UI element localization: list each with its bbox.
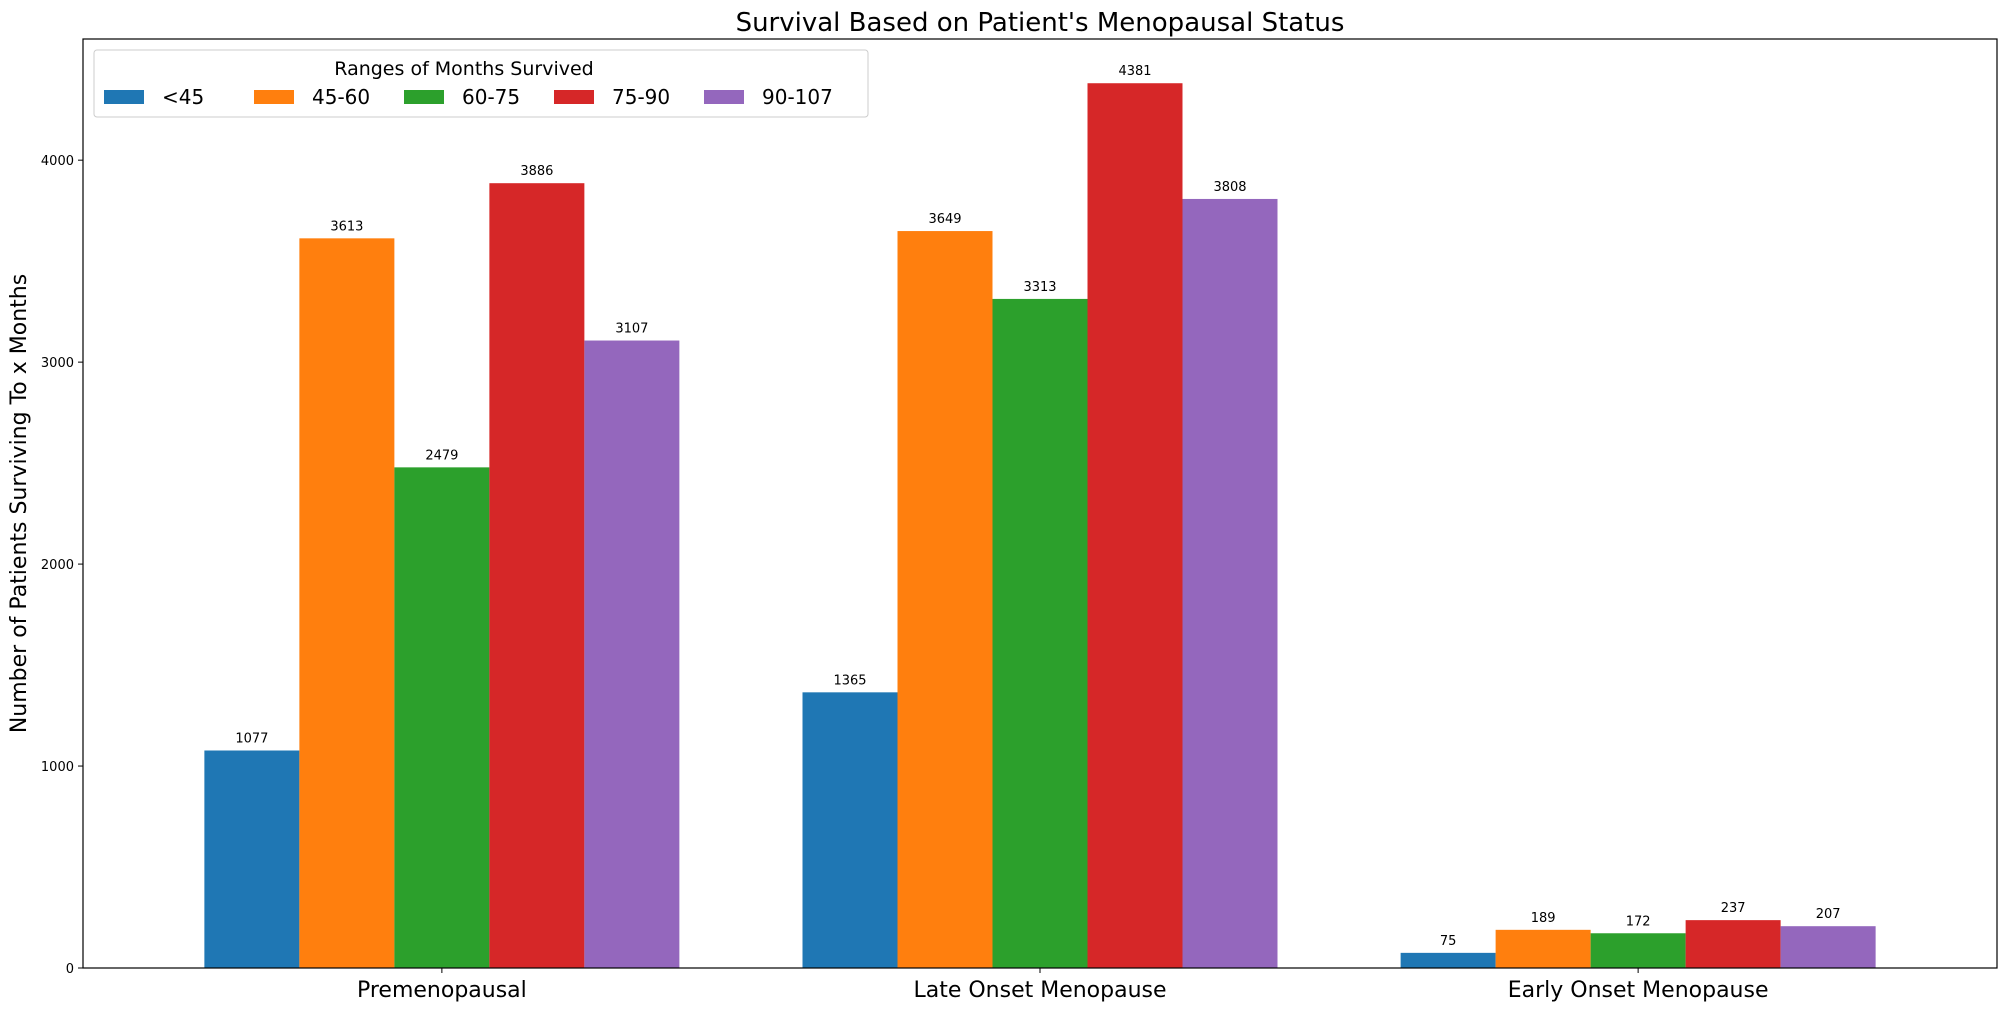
chart-title: Survival Based on Patient's Menopausal S…	[736, 8, 1345, 38]
data-label-0-0: 1077	[235, 731, 268, 746]
y-tick-label-0: 0	[66, 962, 74, 977]
data-label-2-4: 207	[1816, 907, 1841, 922]
legend-label-0: <45	[162, 85, 204, 109]
axes-layer: 0 1000 2000 3000 4000 Premenopausal Late Onset…	[41, 38, 1998, 1003]
legend-swatch-3	[554, 90, 594, 104]
bar-0-3	[489, 183, 585, 968]
y-tick-label-3: 3000	[41, 356, 74, 371]
legend-swatch-2	[404, 90, 444, 104]
bar-0-4	[584, 340, 680, 968]
data-label-2-3: 237	[1721, 901, 1746, 916]
y-tick-label-1: 1000	[41, 760, 74, 775]
bar-0-1	[299, 238, 395, 969]
bar-1-4	[1182, 198, 1278, 968]
y-tick-label-2: 2000	[41, 558, 74, 573]
bar-2-3	[1685, 920, 1781, 968]
bar-0-0	[204, 750, 300, 968]
bar-2-4	[1780, 926, 1876, 968]
data-label-0-4: 3107	[615, 322, 648, 337]
legend: Ranges of Months Survived <45 45-60 60-75 7…	[93, 49, 869, 118]
legend-label-4: 90-107	[762, 85, 833, 109]
legend-label-2: 60-75	[462, 85, 520, 109]
bar-1-0	[802, 692, 898, 968]
x-tick-label-2: Early Onset Menopause	[1508, 978, 1769, 1003]
bar-1-1	[897, 231, 993, 968]
data-label-0-3: 3886	[520, 164, 553, 179]
data-label-1-2: 3313	[1023, 280, 1056, 295]
legend-items: <45 45-60 60-75 75-90 90-107	[104, 85, 833, 109]
data-label-1-4: 3808	[1213, 180, 1246, 195]
legend-label-1: 45-60	[312, 85, 370, 109]
legend-swatch-0	[104, 90, 144, 104]
x-tick-label-1: Late Onset Menopause	[913, 978, 1166, 1003]
data-label-0-1: 3613	[330, 219, 363, 234]
legend-label-3: 75-90	[612, 85, 670, 109]
data-label-2-0: 75	[1440, 934, 1457, 949]
data-label-1-1: 3649	[928, 212, 961, 227]
data-label-1-0: 1365	[833, 673, 866, 688]
legend-title: Ranges of Months Survived	[334, 58, 593, 80]
data-label-2-2: 172	[1626, 914, 1651, 929]
y-axis-label: Number of Patients Surviving To x Months	[7, 274, 32, 733]
bar-1-2	[992, 298, 1088, 968]
y-tick-label-4: 4000	[41, 154, 74, 169]
legend-swatch-4	[704, 90, 744, 104]
data-label-0-2: 2479	[425, 448, 458, 463]
bars-layer	[204, 83, 1876, 969]
bar-1-3	[1087, 83, 1183, 969]
legend-swatch-1	[254, 90, 294, 104]
bar-2-2	[1590, 933, 1686, 968]
data-label-2-1: 189	[1531, 911, 1556, 926]
bar-0-2	[394, 467, 490, 968]
bar-2-1	[1495, 929, 1591, 968]
bar-2-0	[1400, 952, 1496, 968]
data-label-1-3: 4381	[1118, 64, 1151, 79]
x-tick-label-0: Premenopausal	[357, 978, 527, 1003]
data-labels-layer: 1077 1365 75 3613 3649 189 2479 3313 172 3886 4381…	[235, 64, 1840, 949]
